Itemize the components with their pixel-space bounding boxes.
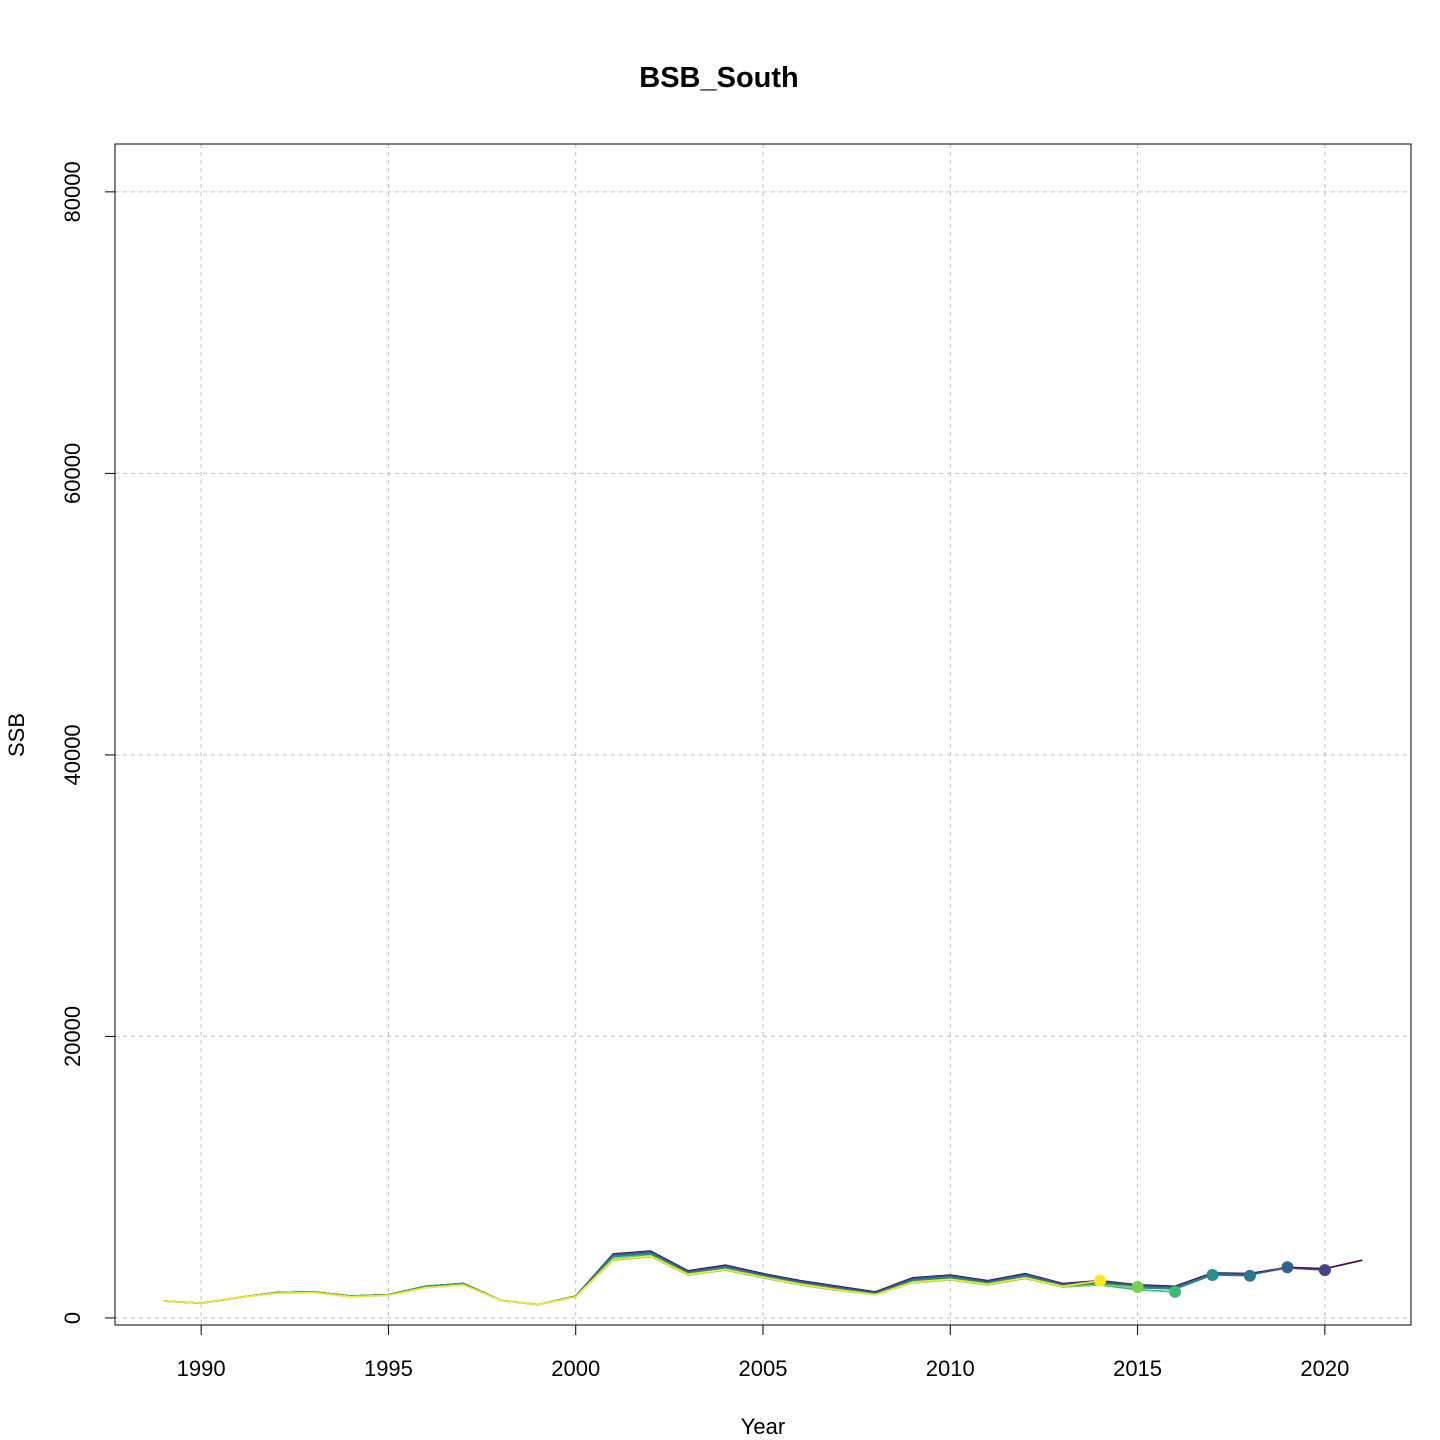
terminal-point-2018 <box>1243 1269 1256 1282</box>
series-line-3 <box>163 1252 1250 1306</box>
y-tick-label: 80000 <box>60 161 85 222</box>
x-tick-label: 2005 <box>739 1356 788 1381</box>
chart-title: BSB_South <box>639 62 799 94</box>
x-axis-label: Year <box>741 1414 785 1439</box>
terminal-point-2014 <box>1094 1274 1107 1287</box>
terminal-point-2020 <box>1318 1264 1331 1277</box>
series-line-2 <box>163 1251 1288 1306</box>
terminal-point-2019 <box>1281 1261 1294 1274</box>
series-line-4 <box>163 1253 1213 1306</box>
x-tick-label: 1995 <box>364 1356 413 1381</box>
x-tick-label: 2010 <box>926 1356 975 1381</box>
series-line-7 <box>163 1255 1101 1306</box>
x-tick-label: 2015 <box>1113 1356 1162 1381</box>
terminal-point-2017 <box>1206 1269 1219 1282</box>
y-axis-label: SSB <box>4 713 29 757</box>
terminal-point-2016 <box>1169 1285 1182 1298</box>
x-tick-label: 2020 <box>1300 1356 1349 1381</box>
x-tick-label: 1990 <box>177 1356 226 1381</box>
y-tick-label: 60000 <box>60 443 85 504</box>
terminal-points <box>1094 1261 1331 1298</box>
terminal-point-2015 <box>1131 1280 1144 1293</box>
y-axis: 0 20000 40000 60000 80000 <box>60 161 115 1324</box>
x-axis: 1990 1995 2000 2005 2010 2015 2020 <box>177 1325 1349 1381</box>
y-tick-label: 0 <box>60 1312 85 1324</box>
y-grid <box>115 191 1411 1319</box>
x-tick-label: 2000 <box>551 1356 600 1381</box>
y-tick-label: 40000 <box>60 724 85 785</box>
x-grid <box>200 144 1326 1325</box>
series-line-1 <box>163 1251 1325 1306</box>
y-tick-label: 20000 <box>60 1006 85 1067</box>
